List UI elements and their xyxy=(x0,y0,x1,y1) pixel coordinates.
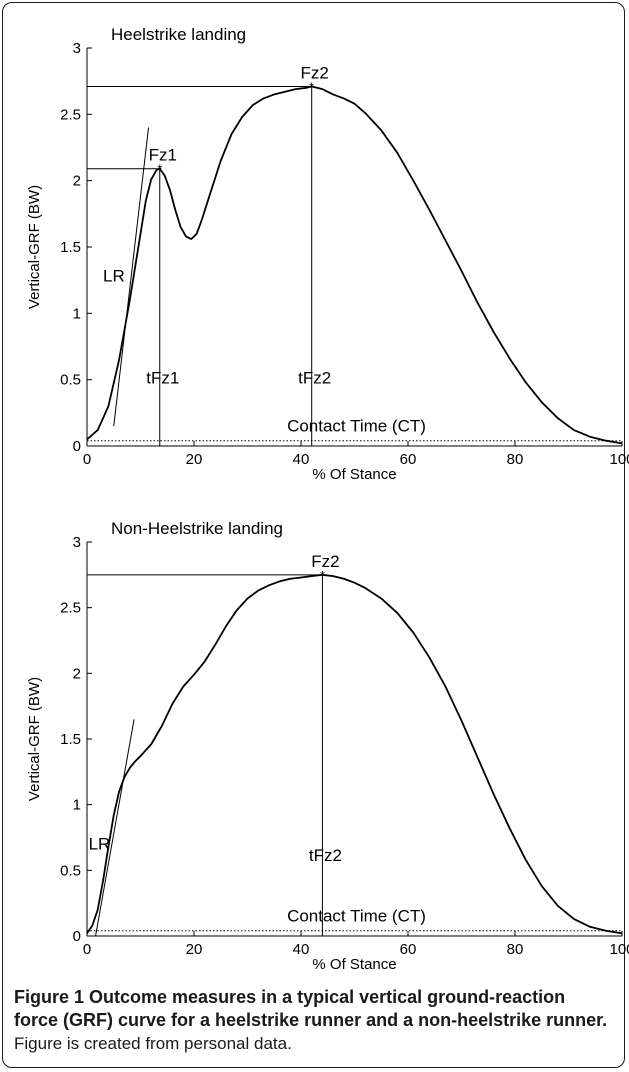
caption-normal-text: Figure is created from personal data. xyxy=(14,1034,292,1053)
chart1-y-tick-label: 1 xyxy=(73,305,81,322)
chart1-contact-time-label: Contact Time (CT) xyxy=(287,417,426,436)
chart1-x-axis-label: % Of Stance xyxy=(312,466,396,483)
chart2-x-tick-label: 80 xyxy=(507,941,524,958)
chart1-title: Heelstrike landing xyxy=(111,25,246,44)
chart2-lr-label: LR xyxy=(89,834,111,853)
chart2-loading-rate-tangent xyxy=(95,719,135,937)
chart1-fz1-label: Fz1 xyxy=(149,146,177,165)
chart2-x-tick-label: 20 xyxy=(186,941,203,958)
chart1-x-tick-label: 80 xyxy=(507,451,524,468)
chart2-y-tick-label: 0.5 xyxy=(60,862,81,879)
chart2-y-tick-label: 2.5 xyxy=(60,600,81,617)
chart1-y-tick-label: 3 xyxy=(73,40,81,57)
chart2-y-axis-label: Vertical-GRF (BW) xyxy=(26,677,43,801)
chart2-fz2-label: Fz2 xyxy=(311,552,339,571)
chart1-y-tick-label: 0.5 xyxy=(60,372,81,389)
chart1-y-axis-label: Vertical-GRF (BW) xyxy=(26,185,43,309)
chart2-title: Non-Heelstrike landing xyxy=(111,519,283,538)
chart1-x-tick-label: 100 xyxy=(609,451,629,468)
chart2-x-tick-label: 100 xyxy=(609,941,629,958)
chart1-fz2-label: Fz2 xyxy=(301,63,329,82)
chart2-grf-curve xyxy=(86,573,623,935)
chart1-fz2-marker: * xyxy=(309,79,314,94)
caption-bold-text: Figure 1 Outcome measures in a typical v… xyxy=(14,987,608,1030)
chart2-y-tick-label: 1.5 xyxy=(60,731,81,748)
chart1-x-tick-label: 60 xyxy=(400,451,417,468)
chart1-fz1-marker: * xyxy=(157,162,162,177)
chart1-y-tick-label: 1.5 xyxy=(60,239,81,256)
chart2-contact-time-label: Contact Time (CT) xyxy=(287,907,426,926)
chart2-x-tick-label: 60 xyxy=(400,941,417,958)
chart1-tfz2-label: tFz2 xyxy=(298,369,331,388)
chart1-y-tick-label: 2.5 xyxy=(60,106,81,123)
chart2-y-tick-label: 0 xyxy=(73,928,81,945)
chart1-y-tick-label: 2 xyxy=(73,173,81,190)
chart1-x-tick-label: 40 xyxy=(293,451,310,468)
chart2-fz2-marker: * xyxy=(320,568,325,583)
chart2-tfz2-label: tFz2 xyxy=(309,846,342,865)
chart2-y-tick-label: 2 xyxy=(73,665,81,682)
chart1-x-tick-label: 20 xyxy=(186,451,203,468)
chart1-grf-curve xyxy=(86,85,623,445)
figure-caption: Figure 1 Outcome measures in a typical v… xyxy=(14,986,614,1055)
chart1-loading-rate-tangent xyxy=(113,127,150,427)
chart1-x-tick-label: 0 xyxy=(83,451,91,468)
chart2-x-tick-label: 40 xyxy=(293,941,310,958)
chart2-y-tick-label: 1 xyxy=(73,797,81,814)
chart1-tfz1-label: tFz1 xyxy=(146,369,179,388)
chart2-x-tick-label: 0 xyxy=(83,941,91,958)
chart2-y-tick-label: 3 xyxy=(73,534,81,551)
chart1-lr-label: LR xyxy=(103,266,125,285)
chart1-y-tick-label: 0 xyxy=(73,438,81,455)
chart2-x-axis-label: % Of Stance xyxy=(312,956,396,973)
